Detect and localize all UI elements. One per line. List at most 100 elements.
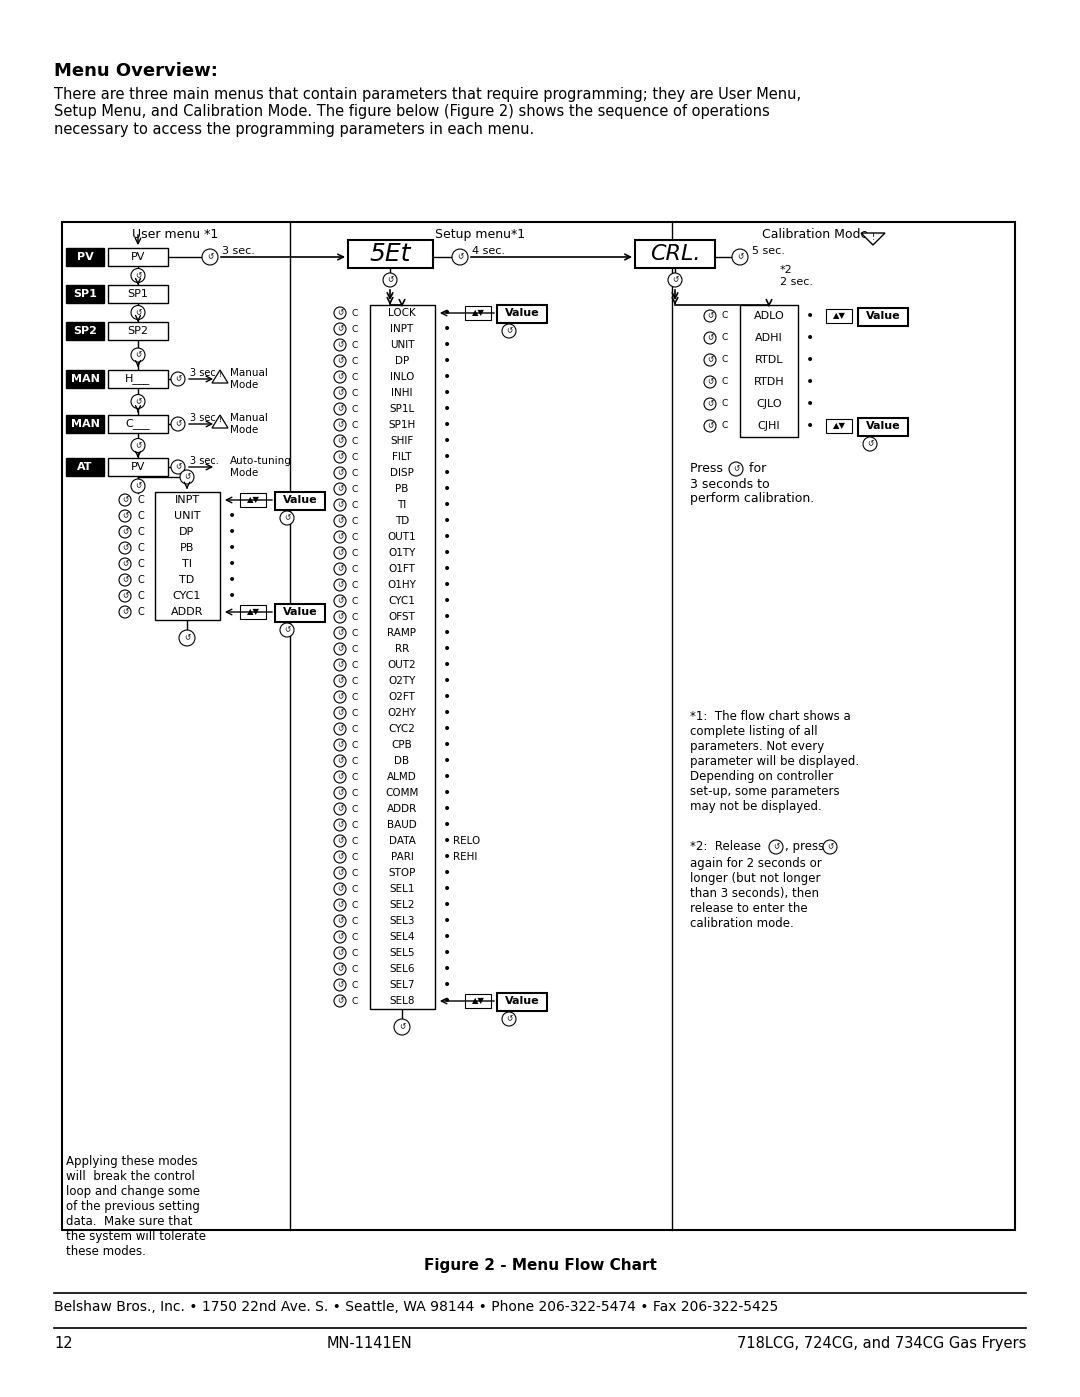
Text: Value: Value — [283, 495, 318, 504]
Text: C: C — [351, 676, 357, 686]
Circle shape — [119, 542, 131, 555]
Text: ↺: ↺ — [672, 275, 678, 285]
Circle shape — [334, 915, 346, 928]
Text: ↺: ↺ — [337, 788, 343, 798]
Circle shape — [334, 643, 346, 655]
Text: •: • — [443, 306, 451, 320]
Text: •: • — [806, 331, 814, 345]
Text: C: C — [351, 564, 357, 574]
Circle shape — [334, 868, 346, 879]
Circle shape — [334, 434, 346, 447]
Text: REHI: REHI — [453, 852, 477, 862]
Circle shape — [334, 692, 346, 703]
Text: Value: Value — [866, 420, 901, 432]
Bar — [66, 249, 104, 265]
Text: AT: AT — [78, 462, 93, 472]
Text: •: • — [443, 578, 451, 592]
Text: ↺: ↺ — [337, 805, 343, 813]
Text: ↺: ↺ — [337, 581, 343, 590]
Text: C: C — [351, 708, 357, 718]
Text: ↺: ↺ — [337, 773, 343, 781]
Circle shape — [334, 323, 346, 335]
Circle shape — [502, 324, 516, 338]
Text: ↺: ↺ — [337, 485, 343, 493]
Text: RR: RR — [395, 644, 409, 654]
Text: Belshaw Bros., Inc. • 1750 22nd Ave. S. • Seattle, WA 98144 • Phone 206-322-5474: Belshaw Bros., Inc. • 1750 22nd Ave. S. … — [54, 1301, 779, 1315]
Circle shape — [131, 479, 145, 493]
Text: ↺: ↺ — [337, 388, 343, 398]
Text: ↺: ↺ — [337, 405, 343, 414]
Text: SEL1: SEL1 — [389, 884, 415, 894]
Text: C: C — [721, 400, 727, 408]
Text: ▲▼: ▲▼ — [833, 312, 846, 320]
Text: ↺: ↺ — [206, 253, 213, 261]
Text: ↺: ↺ — [135, 397, 141, 407]
Text: •: • — [443, 353, 451, 367]
Text: *1:  The flow chart shows a
complete listing of all
parameters. Not every
parame: *1: The flow chart shows a complete list… — [690, 710, 859, 813]
Text: Auto-tuning
Mode: Auto-tuning Mode — [230, 457, 292, 478]
Polygon shape — [212, 370, 228, 383]
Text: INPT: INPT — [390, 324, 414, 334]
Text: SP1: SP1 — [127, 289, 148, 299]
Text: •: • — [443, 594, 451, 608]
Bar — [156, 492, 220, 620]
Bar — [240, 605, 266, 619]
Text: •: • — [443, 529, 451, 543]
Text: C: C — [351, 661, 357, 669]
Circle shape — [334, 402, 346, 415]
Text: •: • — [443, 497, 451, 511]
Text: 3 seconds to: 3 seconds to — [690, 478, 770, 490]
Text: There are three main menus that contain parameters that require programming; the: There are three main menus that contain … — [54, 87, 801, 137]
Text: ▲▼: ▲▼ — [246, 496, 259, 504]
Circle shape — [179, 630, 195, 645]
Text: 718LCG, 724CG, and 734CG Gas Fryers: 718LCG, 724CG, and 734CG Gas Fryers — [737, 1336, 1026, 1351]
Bar — [66, 458, 104, 476]
Text: •: • — [443, 995, 451, 1009]
Text: ↺: ↺ — [337, 740, 343, 750]
Text: •: • — [443, 370, 451, 384]
Circle shape — [119, 557, 131, 570]
Text: SHIF: SHIF — [390, 436, 414, 446]
Text: C: C — [351, 341, 357, 349]
Text: C: C — [351, 964, 357, 974]
Text: ↺: ↺ — [457, 253, 463, 261]
Text: •: • — [228, 541, 237, 555]
Circle shape — [131, 439, 145, 453]
Bar — [240, 493, 266, 507]
Bar — [108, 249, 168, 265]
Circle shape — [334, 675, 346, 687]
Text: ↺: ↺ — [337, 869, 343, 877]
Text: •: • — [443, 914, 451, 928]
Text: ↺: ↺ — [284, 626, 291, 634]
Text: •: • — [806, 374, 814, 388]
Circle shape — [334, 372, 346, 383]
Text: ↺: ↺ — [122, 496, 129, 504]
Bar — [635, 240, 715, 268]
Circle shape — [334, 883, 346, 895]
Text: C: C — [137, 576, 144, 585]
Circle shape — [334, 803, 346, 814]
Text: ↺: ↺ — [337, 597, 343, 605]
Text: 3 sec.: 3 sec. — [190, 414, 219, 423]
Text: •: • — [443, 849, 451, 863]
Text: Menu Overview:: Menu Overview: — [54, 61, 218, 80]
Text: •: • — [443, 722, 451, 736]
Circle shape — [171, 460, 185, 474]
Text: PV: PV — [131, 251, 145, 263]
Text: C: C — [351, 996, 357, 1006]
Text: C: C — [351, 612, 357, 622]
Text: ↺: ↺ — [706, 355, 713, 365]
Circle shape — [131, 306, 145, 320]
Text: SEL8: SEL8 — [389, 996, 415, 1006]
Text: FILT: FILT — [392, 453, 411, 462]
Text: C: C — [721, 355, 727, 365]
Bar — [66, 415, 104, 433]
Text: , press: , press — [785, 840, 824, 854]
Text: ↺: ↺ — [337, 500, 343, 510]
Text: C: C — [351, 693, 357, 701]
Text: ↺: ↺ — [337, 532, 343, 542]
Text: ↺: ↺ — [337, 725, 343, 733]
Text: ↺: ↺ — [135, 307, 141, 317]
Polygon shape — [861, 233, 885, 244]
Text: SP1: SP1 — [73, 289, 97, 299]
